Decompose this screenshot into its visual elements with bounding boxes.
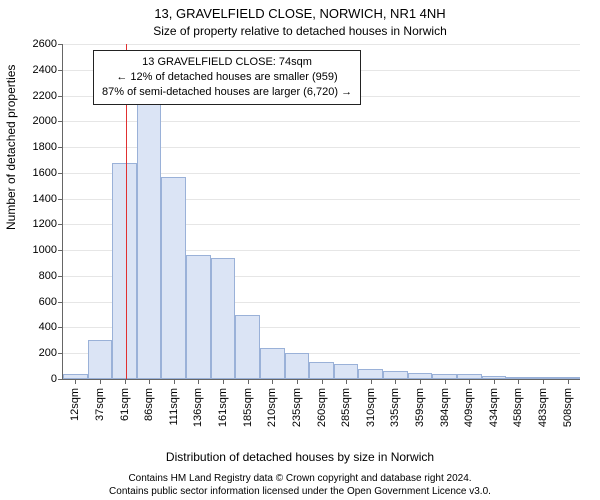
xtick-label: 335sqm	[389, 385, 401, 427]
ytick-label: 600	[17, 296, 63, 308]
xtick-mark	[371, 379, 372, 384]
xtick-label: 136sqm	[192, 385, 204, 427]
ytick-label: 200	[17, 347, 63, 359]
ytick-label: 1600	[17, 167, 63, 179]
y-axis-label: Number of detached properties	[4, 65, 18, 230]
xtick-label: 384sqm	[439, 385, 451, 427]
xtick-label: 210sqm	[266, 385, 278, 427]
histogram-bar	[334, 364, 359, 379]
marker-info-box: 13 GRAVELFIELD CLOSE: 74sqm ← 12% of det…	[93, 50, 361, 105]
x-axis-label: Distribution of detached houses by size …	[0, 450, 600, 464]
histogram-bar	[260, 348, 285, 379]
xtick-mark	[568, 379, 569, 384]
plot-area: 0200400600800100012001400160018002000220…	[62, 44, 580, 380]
xtick-label: 235sqm	[291, 385, 303, 427]
ytick-label: 1200	[17, 218, 63, 230]
xtick-mark	[346, 379, 347, 384]
histogram-bar	[137, 102, 162, 379]
xtick-label: 458sqm	[512, 385, 524, 427]
xtick-label: 359sqm	[414, 385, 426, 427]
xtick-mark	[494, 379, 495, 384]
ytick-label: 800	[17, 270, 63, 282]
histogram-bar	[161, 177, 186, 379]
gridline	[63, 44, 580, 45]
xtick-mark	[518, 379, 519, 384]
xtick-label: 61sqm	[119, 385, 131, 421]
xtick-label: 409sqm	[463, 385, 475, 427]
xtick-mark	[272, 379, 273, 384]
xtick-mark	[149, 379, 150, 384]
ytick-label: 2400	[17, 64, 63, 76]
xtick-mark	[125, 379, 126, 384]
ytick-label: 2600	[17, 38, 63, 50]
xtick-mark	[322, 379, 323, 384]
xtick-mark	[198, 379, 199, 384]
histogram-bar	[211, 258, 236, 379]
xtick-mark	[543, 379, 544, 384]
xtick-label: 185sqm	[242, 385, 254, 427]
xtick-label: 310sqm	[365, 385, 377, 427]
xtick-label: 86sqm	[143, 385, 155, 421]
info-line-1: 13 GRAVELFIELD CLOSE: 74sqm	[102, 55, 352, 70]
xtick-label: 37sqm	[94, 385, 106, 421]
xtick-mark	[445, 379, 446, 384]
footnote-line-1: Contains HM Land Registry data © Crown c…	[0, 473, 600, 484]
histogram-bar	[285, 353, 310, 379]
xtick-label: 483sqm	[537, 385, 549, 427]
xtick-mark	[223, 379, 224, 384]
chart-title: 13, GRAVELFIELD CLOSE, NORWICH, NR1 4NH	[0, 6, 600, 21]
xtick-mark	[75, 379, 76, 384]
xtick-label: 111sqm	[168, 385, 180, 426]
histogram-bar	[358, 369, 383, 379]
xtick-label: 285sqm	[340, 385, 352, 427]
ytick-label: 0	[17, 373, 63, 385]
xtick-mark	[248, 379, 249, 384]
histogram-bar	[309, 362, 334, 379]
ytick-label: 2000	[17, 115, 63, 127]
xtick-mark	[395, 379, 396, 384]
footnote-line-2: Contains public sector information licen…	[0, 486, 600, 497]
xtick-mark	[100, 379, 101, 384]
xtick-label: 260sqm	[316, 385, 328, 427]
ytick-label: 1800	[17, 141, 63, 153]
xtick-label: 508sqm	[562, 385, 574, 427]
histogram-bar	[383, 371, 408, 379]
ytick-label: 400	[17, 321, 63, 333]
info-line-3: 87% of semi-detached houses are larger (…	[102, 85, 352, 100]
xtick-mark	[469, 379, 470, 384]
chart-subtitle: Size of property relative to detached ho…	[0, 24, 600, 38]
property-size-chart: 13, GRAVELFIELD CLOSE, NORWICH, NR1 4NH …	[0, 0, 600, 500]
xtick-mark	[297, 379, 298, 384]
xtick-label: 161sqm	[217, 385, 229, 427]
ytick-label: 2200	[17, 90, 63, 102]
xtick-mark	[420, 379, 421, 384]
xtick-label: 434sqm	[488, 385, 500, 427]
histogram-bar	[112, 163, 137, 379]
xtick-mark	[174, 379, 175, 384]
ytick-label: 1400	[17, 193, 63, 205]
histogram-bar	[88, 340, 113, 379]
info-line-2: ← 12% of detached houses are smaller (95…	[102, 70, 352, 85]
histogram-bar	[186, 255, 211, 379]
histogram-bar	[235, 315, 260, 379]
ytick-label: 1000	[17, 244, 63, 256]
xtick-label: 12sqm	[69, 385, 81, 421]
